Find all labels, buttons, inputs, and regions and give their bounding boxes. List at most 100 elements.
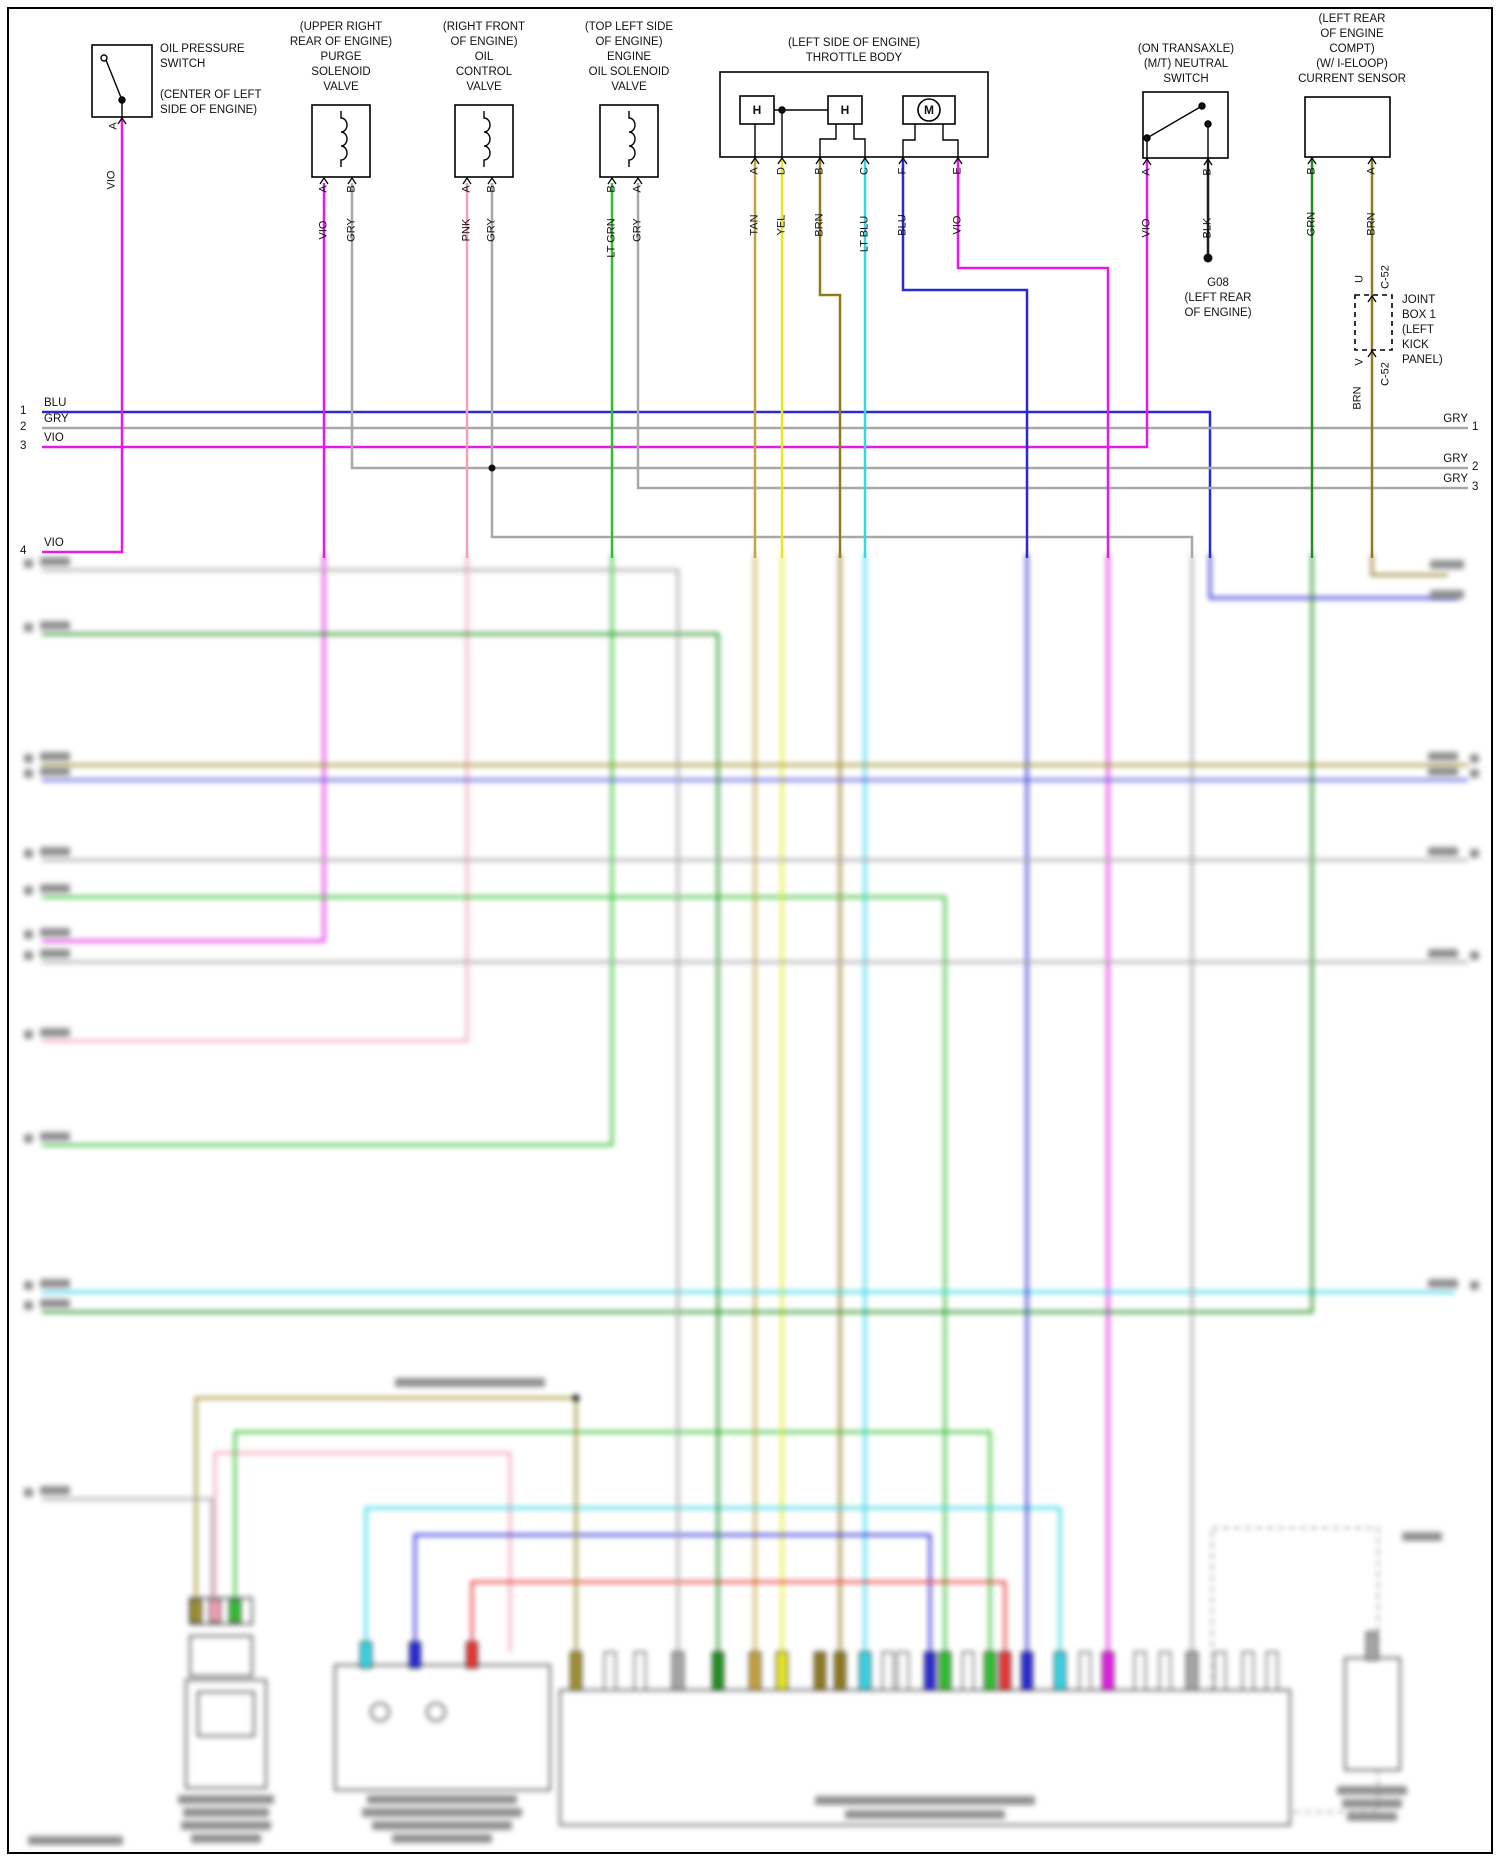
switch-blade (1146, 105, 1203, 139)
rail-number: 2 (20, 421, 27, 433)
pin-letter: F (896, 167, 909, 175)
blurred-text-chip (1470, 754, 1479, 763)
ground-dot-g08 (1203, 253, 1213, 263)
throttle-internal-leads (754, 109, 959, 157)
pin-chevron (607, 176, 617, 185)
upper-schematic (42, 44, 1468, 558)
throttle-body-box (719, 71, 989, 158)
blurred-text-chip (191, 1834, 261, 1843)
blurred-text-chip (1470, 1281, 1479, 1290)
junction-dot (488, 464, 496, 472)
pin-letter: A (107, 122, 120, 130)
blurred-text-chip (1337, 1786, 1407, 1795)
joint-box-terminal: V (1353, 358, 1366, 366)
pin-stub (603, 1651, 617, 1691)
rail-number: 3 (20, 440, 27, 452)
blurred-text-chip (1347, 1812, 1397, 1821)
joint-box-label: JOINT BOX 1 (LEFT KICK PANEL) (1402, 293, 1443, 368)
component-a-connector2 (189, 1635, 253, 1677)
pin-stub (228, 1599, 242, 1623)
heater2-symbol-label: H (840, 103, 850, 117)
current-sensor-header: (LEFT REAR OF ENGINE COMPT) (W/ I-ELOOP)… (1272, 12, 1432, 87)
rail-label: GRY (1443, 473, 1468, 485)
blurred-text-chip (40, 1486, 70, 1495)
pin-stub (1078, 1651, 1092, 1691)
blurred-text-chip (24, 769, 33, 778)
rail-number: 2 (1472, 461, 1479, 473)
pin-letter: B (813, 167, 826, 175)
pin-letter: A (631, 185, 644, 193)
blurred-wires (42, 554, 1468, 1652)
wire-vio (42, 554, 326, 943)
label-line: OIL (474, 51, 494, 63)
wire-vio-rail3 (42, 158, 1149, 449)
blurred-text-chip (1430, 590, 1464, 599)
pin-terminal-marks (117, 116, 1377, 358)
connector-label: C-52 (1379, 265, 1392, 289)
wire-color-label: TAN (748, 214, 761, 236)
blurred-text-chip (40, 752, 70, 761)
connector-label: C-52 (1379, 362, 1392, 386)
pin-stub (711, 1651, 725, 1691)
pin-letter: B (605, 185, 618, 193)
label-line: JOINT (1402, 294, 1436, 306)
pin-letter: E (951, 167, 964, 175)
pin-stub (881, 1651, 895, 1691)
rail-number: 4 (20, 545, 27, 557)
wire-brn-throttle (818, 157, 842, 558)
switch-contact (100, 54, 108, 62)
pin-stub (569, 1651, 583, 1691)
pin-letter: B (485, 185, 498, 193)
label-line: CURRENT SENSOR (1298, 73, 1406, 85)
wire-color-label: BRN (1351, 386, 1364, 410)
blurred-text-chip (1470, 769, 1479, 778)
pin-letter: C (858, 167, 871, 175)
blurred-text-chip (40, 621, 70, 630)
purge-solenoid-valve-header: (UPPER RIGHT REAR OF ENGINE) PURGE SOLEN… (261, 20, 421, 95)
blurred-text-chip (24, 849, 33, 858)
pin-chevron (347, 176, 357, 185)
wire-lt-blu (364, 1506, 1062, 1652)
wire-blu-rail1 (42, 410, 1212, 558)
wire-color-label: VIO (317, 220, 330, 240)
blurred-text-chip (40, 767, 70, 776)
pin-stub (1241, 1651, 1255, 1691)
rail-number: 1 (20, 405, 27, 417)
internal-symbols (100, 54, 1212, 167)
label-line: (CENTER OF LEFT (160, 89, 262, 101)
label-line: (W/ I-ELOOP) (1316, 58, 1388, 70)
rail-label: BLU (44, 397, 67, 409)
wire-grn (42, 554, 1314, 1314)
blurred-text-chip (40, 1279, 70, 1288)
label-line: REAR OF ENGINE) (289, 36, 393, 48)
blurred-text-chip (1428, 1279, 1458, 1288)
wire-blu (413, 1533, 932, 1652)
wire-color-label: PNK (460, 218, 473, 242)
pin-chevron (633, 176, 643, 185)
blurred-text-chip (1428, 949, 1458, 958)
junction-dot (778, 106, 786, 114)
wire-color-label: VIO (105, 170, 118, 190)
pin-stub (1053, 1651, 1067, 1691)
component-c-box (1344, 1657, 1401, 1771)
switch-contact (1204, 120, 1212, 128)
label-line: OF ENGINE (1320, 28, 1384, 40)
component-a-inner (197, 1691, 255, 1737)
ground-g08-label: G08 (LEFT REAR OF ENGINE) (1168, 276, 1268, 321)
wire-color-label: LT BLU (858, 215, 871, 253)
blurred-text-chip (372, 1821, 512, 1830)
pin-stub (465, 1641, 479, 1669)
blurred-text-chip (24, 1301, 33, 1310)
blurred-text-chip (24, 930, 33, 939)
pin-stub (1020, 1651, 1034, 1691)
pin-stub (1101, 1651, 1115, 1691)
connector-pin-stubs (189, 1599, 1379, 1691)
heater1-symbol-label: H (752, 103, 762, 117)
label-line: OF ENGINE) (1184, 307, 1252, 319)
pin-chevron (319, 176, 329, 185)
pin-letter: A (1365, 167, 1378, 175)
label-line: (TOP LEFT SIDE (584, 21, 674, 33)
wire-color-label: BLK (1201, 217, 1214, 239)
